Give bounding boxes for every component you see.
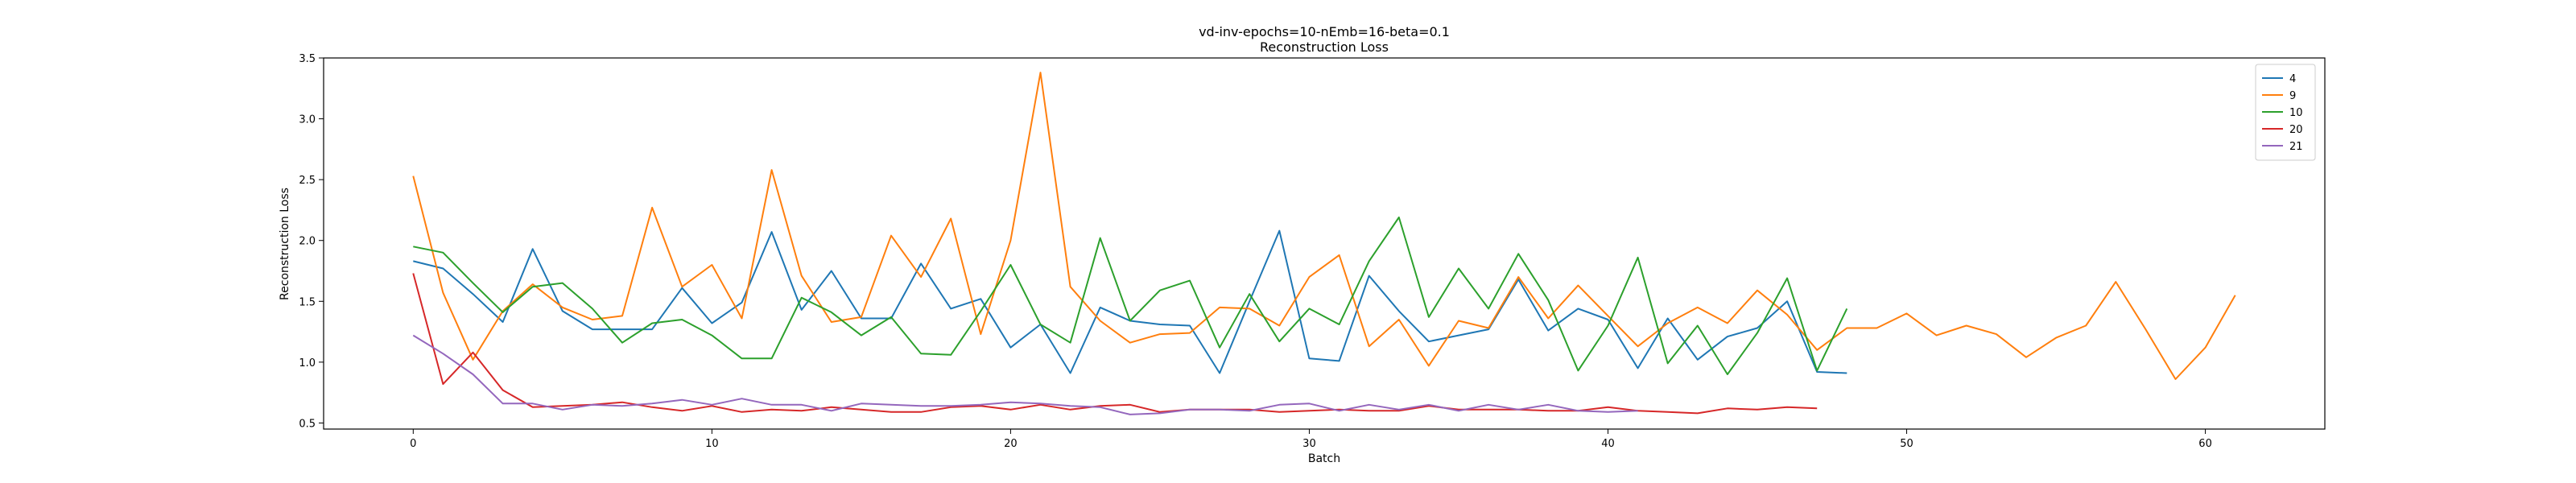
y-tick-label: 3.0	[299, 114, 316, 126]
x-tick-label: 20	[1004, 438, 1018, 450]
series-line-9	[412, 72, 2236, 380]
y-tick-label: 3.5	[299, 53, 316, 65]
chart-title: vd-inv-epochs=10-nEmb=16-beta=0.1	[1199, 24, 1450, 39]
series-line-10	[413, 217, 1848, 375]
x-tick-label: 50	[1900, 438, 1913, 450]
x-axis-label: Batch	[1308, 452, 1340, 465]
y-tick-label: 2.0	[299, 236, 316, 248]
x-axis: 0 10 20 30 40 50 60	[410, 429, 2212, 450]
legend-box	[2255, 64, 2316, 161]
y-tick-label: 0.5	[299, 418, 316, 430]
y-tick-label: 1.5	[299, 296, 316, 308]
legend-label-9: 9	[2289, 90, 2296, 102]
legend-label-21: 21	[2289, 141, 2303, 153]
y-axis-label: Reconstruction Loss	[279, 188, 291, 300]
legend-label-20: 20	[2289, 124, 2303, 136]
x-tick-label: 0	[410, 438, 416, 450]
y-tick-label: 1.0	[299, 357, 316, 369]
plot-area	[323, 57, 2326, 430]
x-tick-label: 60	[2198, 438, 2212, 450]
chart-subtitle: Reconstruction Loss	[1260, 39, 1389, 55]
series-line-21	[412, 334, 1638, 415]
legend-label-4: 4	[2289, 73, 2296, 85]
legend-label-10: 10	[2289, 107, 2303, 119]
y-tick-label: 2.5	[299, 175, 316, 187]
legend: 4 9 10 20 21	[2255, 64, 2316, 161]
y-axis: 0.5 1.0 1.5 2.0 2.5 3.0 3.5	[299, 53, 324, 430]
x-tick-label: 10	[705, 438, 719, 450]
x-tick-label: 30	[1302, 438, 1316, 450]
x-tick-label: 40	[1601, 438, 1615, 450]
series-lines	[412, 72, 2236, 415]
